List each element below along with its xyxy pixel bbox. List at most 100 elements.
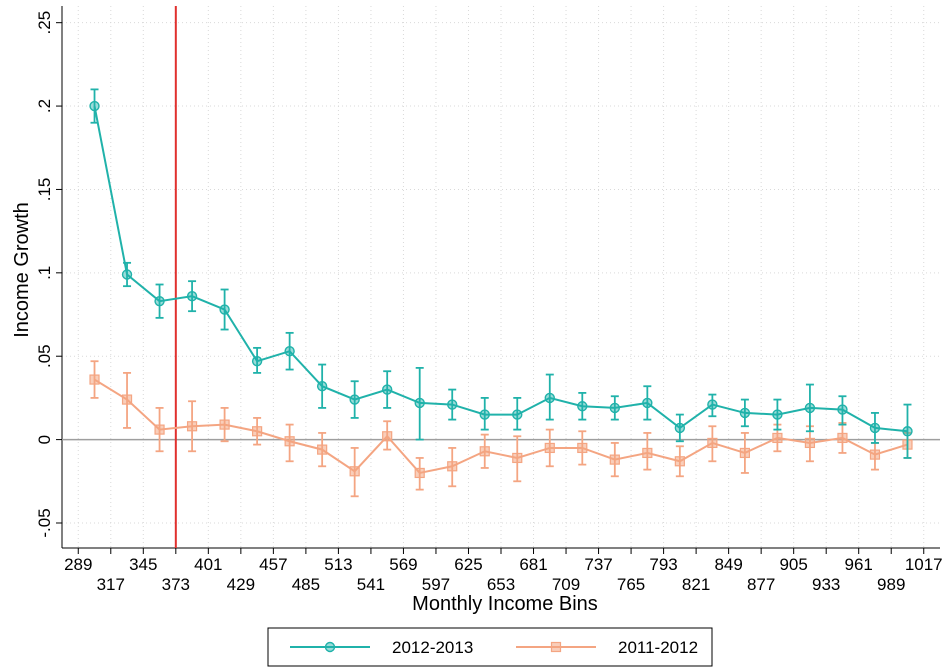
data-point [707,437,718,449]
data-point [739,447,750,459]
data-point [414,467,425,479]
data-point [577,442,588,454]
data-point [186,290,198,302]
data-point [121,394,133,405]
data-point [219,304,230,315]
data-point [609,454,620,465]
data-point [154,424,165,435]
x-tick-label: 569 [389,555,417,574]
data-point [707,399,718,410]
legend-marker [550,641,562,653]
y-tick-label: .05 [35,344,54,368]
data-point [251,356,263,367]
legend-marker [324,641,336,653]
series-2011-2012 [89,360,913,498]
data-point [804,402,816,414]
legend-label: 2011-2012 [618,638,698,657]
x-tick-label: 877 [747,575,775,594]
data-point [642,447,653,459]
data-point [512,452,523,464]
data-point [381,384,393,395]
data-point [382,431,393,442]
y-tick-label: .1 [35,266,54,280]
x-tick-label: 625 [454,555,482,574]
x-tick-label: 513 [324,555,352,574]
data-point [89,100,100,112]
data-point [219,419,230,430]
x-tick-label: 289 [64,555,92,574]
data-point [349,394,360,405]
data-point [609,402,621,414]
x-tick-label: 737 [584,555,612,574]
x-tick-label: 541 [357,575,385,594]
data-point [479,446,490,457]
x-tick-label: 373 [162,575,190,594]
y-axis-ticks: -.05 0 .05 .1 .15 .2 .25 [35,11,62,538]
data-point [544,392,555,404]
data-point [772,409,783,420]
data-point [349,466,360,477]
y-tick-label: .2 [35,99,54,113]
data-point [414,397,425,409]
x-tick-label: 821 [682,575,710,594]
x-tick-label: 681 [519,555,547,574]
x-tick-label: 793 [649,555,677,574]
data-point [316,381,328,392]
data-point [674,456,685,467]
y-tick-label: -.05 [35,508,54,537]
y-tick-label: .15 [35,178,54,202]
data-point [284,436,295,447]
y-axis-label: Income Growth [11,202,33,338]
x-tick-label: 765 [617,575,645,594]
y-tick-label: 0 [35,435,54,444]
data-point [317,444,328,455]
x-tick-label: 317 [97,575,125,594]
x-tick-label: 457 [259,555,287,574]
x-tick-label: 597 [422,575,450,594]
series-line [93,105,908,433]
series-2012-2013 [89,88,913,459]
data-point [284,346,295,357]
data-point [902,426,913,437]
data-point [447,461,458,472]
data-point [869,449,881,460]
data-point [447,399,458,410]
series-layer [89,88,913,498]
x-tick-label: 1017 [905,555,943,574]
x-tick-label: 961 [845,555,873,574]
x-tick-label: 933 [812,575,840,594]
data-point [674,422,686,434]
x-tick-label: 709 [552,575,580,594]
x-axis-label: Monthly Income Bins [412,593,598,615]
series-line [93,378,908,475]
x-tick-label: 989 [877,575,905,594]
x-axis-ticks: 289 345 401 457 513 569 625 681 737 793 849 905 961 1… [64,548,943,594]
data-point [154,295,165,307]
x-tick-label: 401 [194,555,222,574]
data-point [642,397,653,409]
x-tick-label: 429 [227,575,255,594]
data-point [772,432,783,444]
data-point [121,269,133,280]
data-point [89,374,100,385]
data-point [252,426,263,437]
legend-label: 2012-2013 [392,638,473,657]
x-tick-label: 485 [292,575,320,594]
y-tick-label: .25 [35,11,54,35]
x-tick-label: 905 [779,555,807,574]
x-tick-label: 345 [129,555,157,574]
data-point [837,432,848,444]
data-point [544,442,555,454]
data-point [186,421,198,432]
data-point [837,404,848,415]
data-point [577,401,588,412]
data-point [869,422,881,434]
x-tick-label: 653 [487,575,515,594]
legend: 2012-2013 2011-2012 [267,627,713,667]
data-point [739,407,751,419]
x-tick-label: 849 [714,555,742,574]
data-point [804,437,816,449]
data-point [512,409,523,420]
